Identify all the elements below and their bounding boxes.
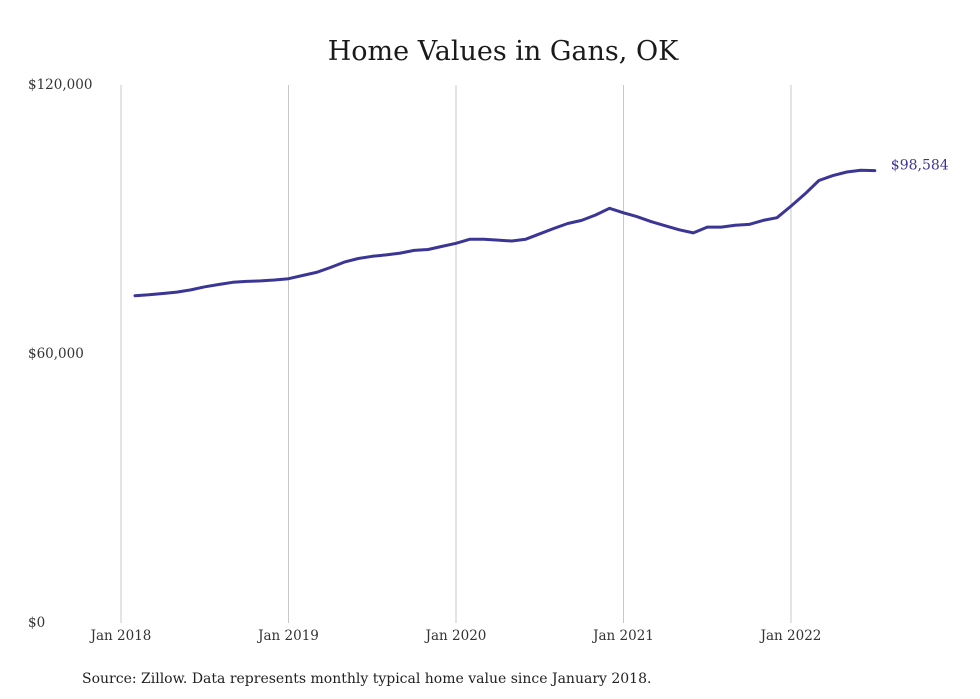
y-axis-ticks: $0 $60,000 $120,000	[28, 77, 92, 631]
x-axis-ticks: Jan 2018 Jan 2019 Jan 2020 Jan 2021 Jan 2022	[89, 628, 822, 644]
end-value-label: $98,584	[891, 158, 949, 174]
x-tick-label: Jan 2020	[424, 628, 487, 644]
x-tick-label: Jan 2021	[591, 628, 654, 644]
series-line-home-value	[133, 168, 877, 298]
source-note: Source: Zillow. Data represents monthly …	[82, 671, 651, 687]
x-tick-label: Jan 2022	[759, 628, 822, 644]
y-tick-label: $60,000	[28, 346, 84, 362]
chart-title: Home Values in Gans, OK	[328, 36, 679, 67]
y-tick-label: $0	[28, 615, 45, 631]
x-tick-label: Jan 2019	[256, 628, 319, 644]
x-tick-label: Jan 2018	[89, 628, 152, 644]
y-tick-label: $120,000	[28, 77, 92, 93]
grid-lines	[120, 85, 792, 623]
